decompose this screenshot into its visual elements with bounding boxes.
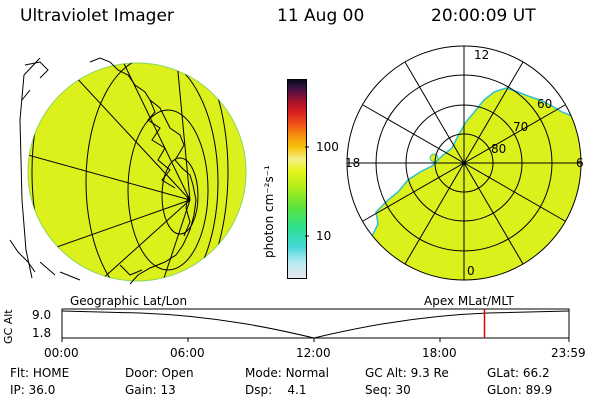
polar-lat-80: 80 (491, 142, 507, 156)
status-flt: Flt: HOME (10, 366, 69, 380)
geo-panel-label: Geographic Lat/Lon (70, 294, 188, 308)
door-label: Door: (125, 366, 158, 380)
status-gain: Gain: 13 (125, 383, 176, 397)
status-seq: Seq: 30 (365, 383, 411, 397)
timeline-tick-2359: 23:59 (551, 346, 586, 360)
color-bar-gradient (288, 80, 306, 278)
seq-value: 30 (395, 383, 411, 397)
status-gcalt: GC Alt: 9.3 Re (365, 366, 449, 380)
ip-label: IP: (10, 383, 25, 397)
status-ip: IP: 36.0 (10, 383, 55, 397)
glon-value: 89.9 (525, 383, 553, 397)
status-glon: GLon: 89.9 (487, 383, 552, 397)
polar-mlt-6: 6 (576, 156, 584, 170)
glon-label: GLon: (487, 383, 522, 397)
gcalt-label: GC Alt: (365, 366, 407, 380)
flt-label: Flt: (10, 366, 29, 380)
timeline-tick-1800: 18:00 (422, 346, 457, 360)
seq-label: Seq: (365, 383, 392, 397)
status-glat: GLat: 66.2 (487, 366, 550, 380)
colorbar-tick-100: 100 (316, 140, 339, 154)
gcalt-value: 9.3 Re (410, 366, 449, 380)
timeline-y-min: 1.8 (32, 326, 52, 340)
timeline-tick-0600: 06:00 (170, 346, 205, 360)
polar-mlt-18: 18 (345, 156, 361, 170)
ip-value: 36.0 (28, 383, 56, 397)
polar-panel-label: Apex MLat/MLT (424, 294, 514, 308)
polar-mlt-12: 12 (474, 48, 490, 62)
timeline-tick-marks (61, 338, 570, 342)
instrument-title: Ultraviolet Imager (20, 6, 174, 26)
timeline-tick-1200: 12:00 (296, 346, 331, 360)
status-dsp: Dsp: 4.1 (245, 383, 307, 397)
mode-value: Normal (285, 366, 329, 380)
gain-label: Gain: (125, 383, 157, 397)
status-mode: Mode: Normal (245, 366, 329, 380)
observation-date: 11 Aug 00 (277, 6, 365, 26)
glat-label: GLat: (487, 366, 520, 380)
dsp-value: 4.1 (287, 383, 307, 397)
polar-mlt-0: 0 (467, 264, 475, 278)
polar-lat-70: 70 (513, 120, 529, 134)
flt-value: HOME (32, 366, 70, 380)
glat-value: 66.2 (522, 366, 550, 380)
door-value: Open (161, 366, 194, 380)
status-door: Door: Open (125, 366, 194, 380)
dsp-label: Dsp: (245, 383, 273, 397)
timeline-tick-0000: 00:00 (44, 346, 79, 360)
gain-value: 13 (160, 383, 176, 397)
mode-label: Mode: (245, 366, 282, 380)
timeline-y-max: 9.0 (32, 308, 52, 322)
observation-time: 20:00:09 UT (431, 6, 536, 26)
polar-lat-60: 60 (537, 97, 553, 111)
colorbar-tick-10: 10 (316, 229, 332, 243)
